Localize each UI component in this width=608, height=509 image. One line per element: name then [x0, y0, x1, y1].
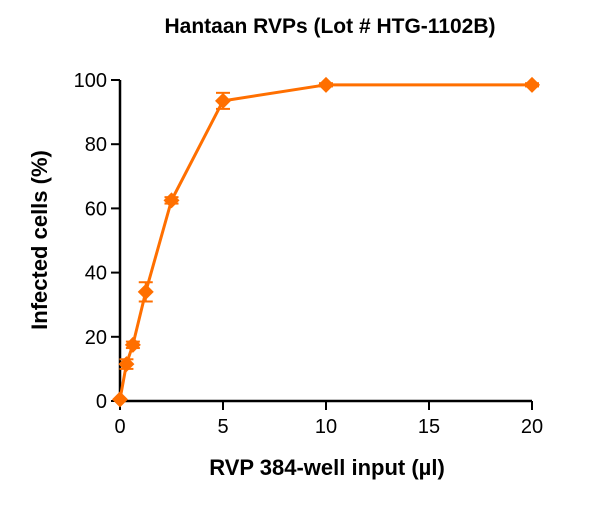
series-line	[118, 83, 532, 400]
data-point	[118, 356, 135, 373]
y-tick-label: 40	[85, 263, 107, 285]
y-tick-label: 100	[74, 70, 107, 92]
x-tick-label: 5	[217, 416, 228, 438]
chart-title: Hantaan RVPs (Lot # HTG-1102B)	[164, 15, 495, 38]
x-axis-label: RVP 384-well input (µl)	[209, 455, 445, 480]
y-tick-label: 80	[85, 134, 107, 156]
y-axis-label: Infected cells (%)	[27, 150, 52, 330]
data-point	[137, 283, 154, 300]
y-tick-label: 20	[85, 327, 107, 349]
x-tick-label: 20	[521, 416, 543, 438]
y-tick-label: 60	[85, 198, 107, 220]
data-point	[163, 192, 180, 209]
data-point	[124, 336, 141, 353]
data-point	[215, 92, 231, 109]
data-point	[112, 391, 128, 408]
y-tick-label: 0	[96, 391, 107, 413]
x-tick-label: 0	[114, 416, 125, 438]
series-layer	[112, 76, 540, 408]
data-point	[524, 76, 540, 93]
x-tick-label: 15	[418, 416, 440, 438]
x-tick-label: 10	[315, 416, 337, 438]
data-point	[318, 76, 334, 93]
axes: 0 20 40 60 80 100 0 5 10 15 20	[74, 70, 544, 438]
